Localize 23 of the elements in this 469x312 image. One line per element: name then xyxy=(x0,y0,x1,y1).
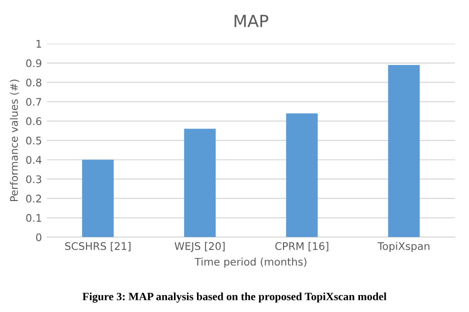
y-axis-title: Performance values (#) xyxy=(10,80,20,202)
bar xyxy=(184,128,216,238)
x-tick-label: SCSHRS [21] xyxy=(65,242,130,252)
y-tick-label: 0.2 xyxy=(26,194,41,203)
y-tick-label: 0 xyxy=(36,233,42,242)
x-tick-label: TopiXspan xyxy=(378,242,430,252)
y-tick-label: 0.1 xyxy=(26,214,42,222)
y-tick-label: 0.7 xyxy=(26,98,42,106)
y-tick-label: 0.3 xyxy=(26,175,42,184)
y-tick-label: 0.8 xyxy=(26,78,42,86)
y-tick-label: 0.5 xyxy=(26,136,42,145)
caption: Figure 3: MAP analysis based on the proposed TopiXscan model xyxy=(82,292,386,303)
y-tick-label: 0.6 xyxy=(26,117,42,126)
bar xyxy=(82,160,114,238)
bar xyxy=(388,64,420,238)
y-tick-label: 1 xyxy=(36,40,42,48)
y-tick-label: 0.9 xyxy=(26,59,42,68)
x-axis-title: Time period (months) xyxy=(194,258,306,268)
x-tick-label: WEJS [20] xyxy=(174,242,225,252)
chart-title: MAP xyxy=(234,14,268,28)
x-tick-label: CPRM [16] xyxy=(275,242,328,252)
bar xyxy=(286,113,318,238)
y-tick-label: 0.4 xyxy=(26,156,42,164)
